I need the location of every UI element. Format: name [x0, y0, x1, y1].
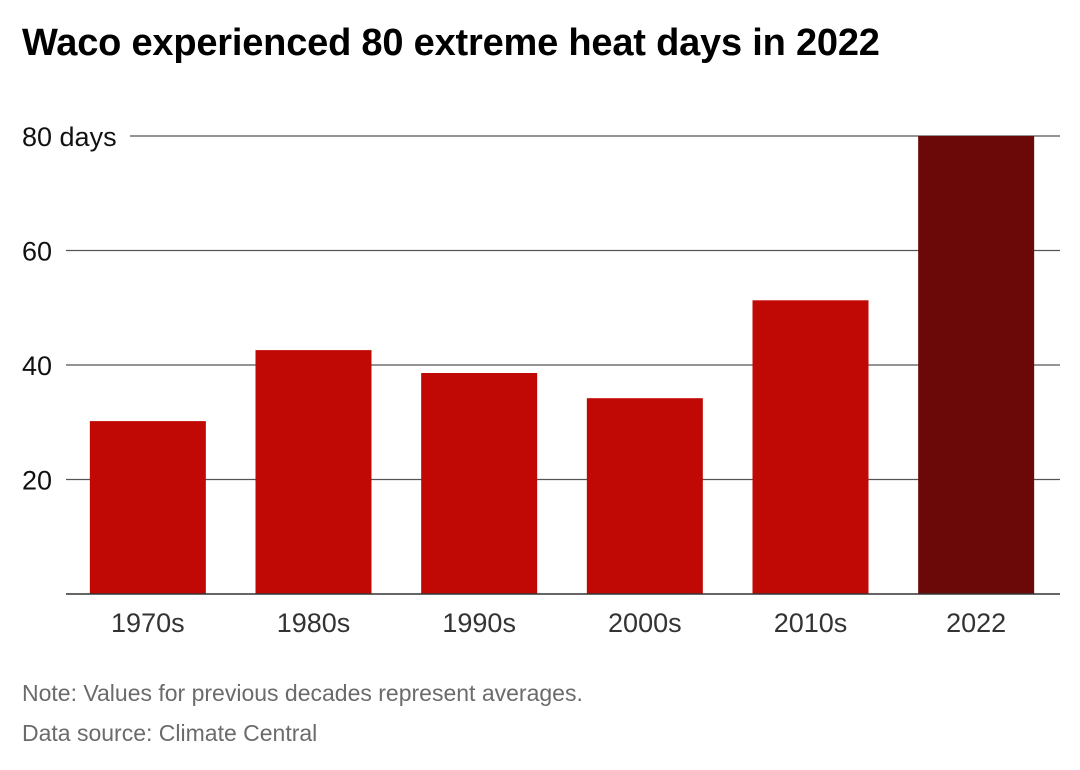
bar-2010s: [752, 300, 869, 594]
bar-2000s: [586, 398, 703, 594]
y-tick-label: 60: [22, 237, 52, 267]
x-tick-label: 1970s: [111, 608, 185, 638]
bars: [89, 136, 1035, 594]
bar-1990s: [421, 373, 538, 594]
y-tick-label: 40: [22, 351, 52, 381]
chart-note: Note: Values for previous decades repres…: [22, 680, 583, 706]
bar-1970s: [89, 421, 206, 594]
data-source: Data source: Climate Central: [22, 720, 318, 746]
x-tick-label: 2000s: [608, 608, 682, 638]
x-tick-label: 1990s: [442, 608, 516, 638]
bar-2022: [918, 136, 1035, 594]
gridlines: [66, 135, 1060, 481]
x-tick-label: 1980s: [277, 608, 351, 638]
y-tick-label: 80 days: [22, 122, 117, 152]
x-tick-label: 2022: [946, 608, 1006, 638]
x-axis-ticks: 1970s 1980s 1990s 2000s 2010s 2022: [111, 608, 1006, 638]
y-axis-ticks: 20 40 60 80 days: [22, 122, 117, 496]
y-tick-label: 20: [22, 466, 52, 496]
chart-title: Waco experienced 80 extreme heat days in…: [22, 22, 880, 64]
bar-chart: 20 40 60 80 days 1970s 1980s 1990s 2000s 2010s 2…: [22, 122, 1060, 638]
x-tick-label: 2010s: [774, 608, 848, 638]
bar-1980s: [255, 350, 372, 594]
